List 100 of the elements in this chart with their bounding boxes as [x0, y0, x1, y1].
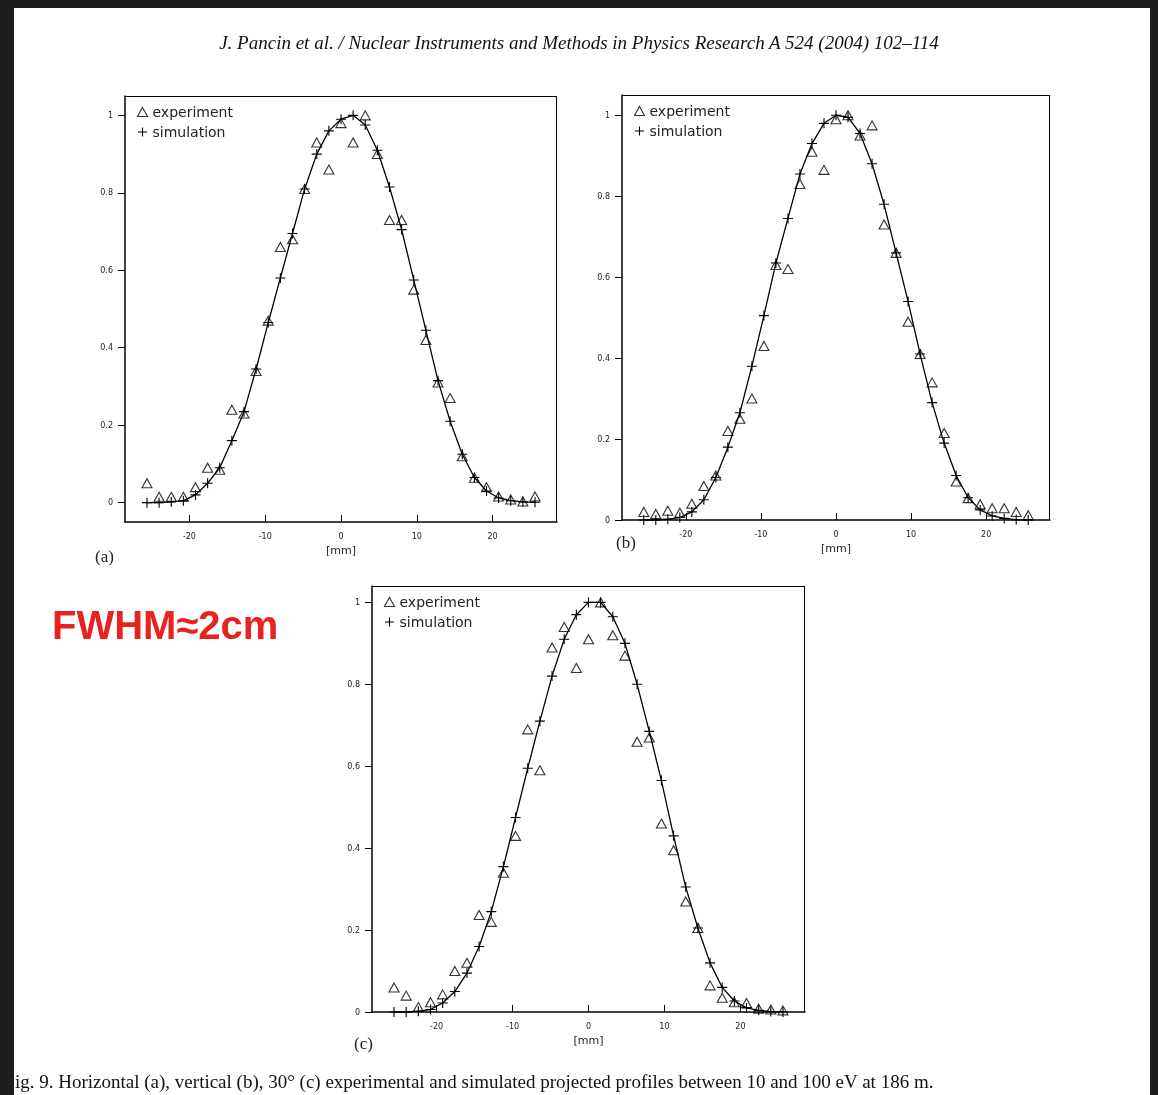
y-tick-label: 1	[354, 597, 360, 607]
point	[473, 909, 485, 920]
point	[388, 982, 400, 993]
point	[274, 241, 286, 253]
point	[153, 497, 165, 509]
y-tick-label: 0.4	[100, 343, 113, 353]
point	[674, 512, 686, 524]
point	[902, 295, 914, 307]
point	[400, 990, 412, 1001]
legend-label: experiment	[649, 103, 731, 119]
x-tick-label: 20	[487, 531, 498, 541]
point	[722, 425, 734, 436]
point	[335, 118, 347, 129]
point	[662, 513, 674, 525]
point	[740, 1002, 753, 1014]
point	[449, 965, 461, 977]
point	[202, 477, 214, 489]
point	[643, 725, 655, 737]
point	[189, 482, 202, 493]
point	[420, 324, 432, 336]
point	[497, 861, 509, 873]
point	[638, 506, 650, 517]
point	[582, 596, 595, 608]
point	[582, 634, 595, 645]
point	[424, 1003, 437, 1016]
point	[938, 437, 950, 449]
point	[177, 495, 189, 507]
point	[1022, 514, 1034, 526]
point	[782, 264, 794, 275]
legend-label: simulation	[399, 614, 473, 630]
point	[650, 508, 662, 519]
point	[734, 407, 746, 419]
legend-label: simulation	[152, 124, 226, 140]
point	[655, 775, 667, 787]
point	[522, 762, 534, 774]
point	[558, 633, 570, 645]
y-tick-label: 0.6	[100, 265, 113, 275]
point	[396, 214, 408, 225]
point	[347, 137, 359, 148]
point	[998, 512, 1010, 524]
point	[1022, 510, 1034, 521]
x-tick-label: -20	[430, 1021, 444, 1031]
point	[335, 113, 347, 125]
point	[461, 957, 473, 968]
point	[359, 119, 371, 131]
point	[480, 485, 493, 497]
point	[818, 117, 830, 129]
point	[396, 224, 408, 236]
y-tick-label: 0	[354, 1007, 360, 1017]
point	[878, 198, 890, 210]
point	[480, 482, 493, 493]
x-axis-title: [mm]	[573, 1033, 604, 1047]
point	[998, 503, 1010, 514]
point	[631, 736, 643, 747]
y-tick-label: 1	[604, 110, 610, 120]
point	[529, 491, 541, 502]
point	[534, 765, 546, 776]
text: FWHM≈2cm	[52, 603, 279, 648]
point	[662, 505, 674, 516]
point	[619, 650, 631, 661]
point	[926, 377, 938, 388]
point	[461, 967, 473, 979]
point	[638, 514, 650, 526]
point	[740, 997, 753, 1009]
point	[722, 441, 734, 453]
y-tick-label: 0.8	[100, 188, 113, 198]
point	[177, 491, 189, 502]
point	[347, 109, 359, 121]
x-tick-label: -10	[258, 531, 272, 541]
point	[680, 896, 692, 907]
x-tick-label: 10	[411, 531, 422, 541]
x-tick-label: 10	[905, 529, 917, 539]
point	[400, 1006, 412, 1018]
text: (b)	[616, 533, 636, 552]
point	[371, 144, 383, 156]
point	[226, 404, 238, 415]
point	[1010, 514, 1022, 526]
x-tick-label: 20	[981, 529, 992, 539]
point	[650, 514, 662, 526]
x-tick-label: 0	[585, 1021, 592, 1031]
point	[510, 811, 522, 823]
point	[570, 662, 582, 673]
text: ig. 9. Horizontal (a), vertical (b), 30° (c) experimental and simulated projected profiles between 10 and 100 eV at 186 m.	[15, 1071, 934, 1093]
point	[286, 227, 299, 240]
point	[274, 272, 286, 284]
point	[794, 179, 806, 190]
point	[510, 830, 522, 841]
point	[643, 732, 655, 743]
point	[631, 678, 643, 690]
point	[424, 997, 437, 1008]
point	[165, 491, 177, 502]
text: J. Pancin et al. / Nuclear Instruments and Methods in Physics Research A 524 (2004) 102–114	[218, 32, 940, 54]
point	[311, 137, 323, 148]
x-tick-label: 0	[338, 531, 344, 541]
point	[529, 496, 541, 508]
point	[141, 478, 153, 489]
point	[473, 940, 485, 953]
x-tick-label: -20	[182, 531, 196, 541]
y-tick-label: 0.2	[597, 434, 610, 444]
point	[716, 981, 728, 993]
